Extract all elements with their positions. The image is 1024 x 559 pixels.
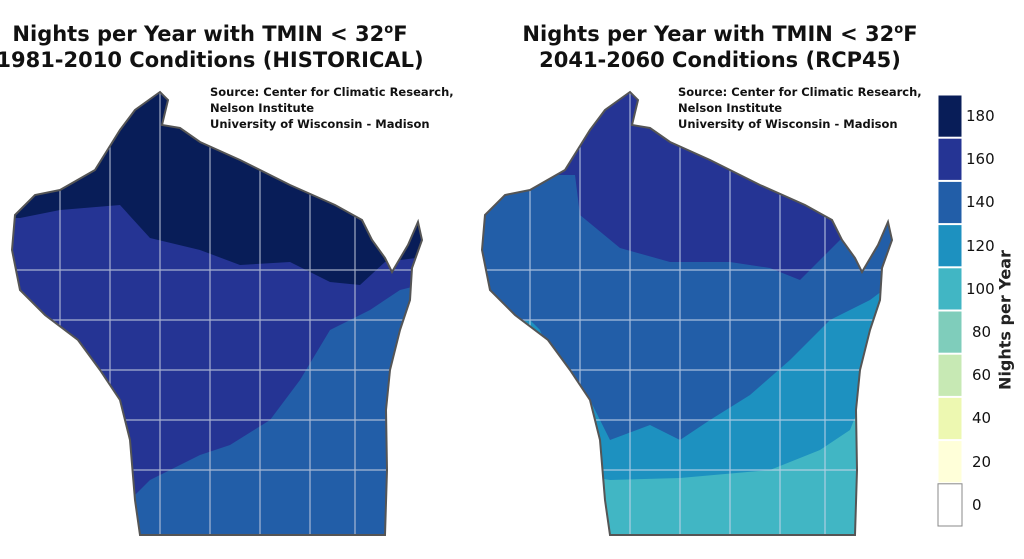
legend-tick-label: 120: [966, 236, 995, 255]
left-map: [11, 91, 423, 536]
legend-swatch-160: [937, 137, 963, 181]
legend-tick-label: 60: [972, 366, 992, 385]
legend-tick-label: 0: [972, 495, 982, 514]
legend-swatch-120: [937, 224, 963, 268]
right-map: [481, 91, 893, 536]
right-source-note: Source: Center for Climatic Research, Nel…: [678, 85, 922, 131]
zone-140: [130, 280, 422, 535]
legend-tick-label: 160: [966, 150, 995, 169]
legend-title: Nights per Year: [995, 250, 1015, 390]
legend-tick-label: 100: [966, 279, 995, 298]
legend-tick-label: 40: [972, 409, 992, 428]
legend-tick-label: 180: [966, 107, 995, 125]
legend-swatch-60: [937, 353, 963, 397]
legend-swatch-180: [937, 94, 963, 138]
legend-swatch-20: [937, 440, 963, 484]
legend-tick-label: 140: [966, 193, 995, 212]
legend-swatch-0: [937, 483, 963, 527]
legend-swatch-40: [937, 396, 963, 441]
left-map-title: Nights per Year with TMIN < 32oF 1981-20…: [0, 22, 424, 72]
legend-swatch-80: [937, 310, 963, 354]
right-map-title: Nights per Year with TMIN < 32oF 2041-20…: [522, 22, 918, 72]
legend-swatch-140: [937, 180, 963, 225]
left-source-note: Source: Center for Climatic Research, Nel…: [210, 85, 454, 131]
legend-colorbar: [937, 94, 963, 527]
legend-tick-label: 20: [972, 452, 992, 471]
county-lines: [12, 92, 422, 535]
legend-swatch-100: [937, 267, 963, 311]
county-lines: [482, 92, 892, 535]
legend-tick-label: 80: [972, 323, 992, 341]
